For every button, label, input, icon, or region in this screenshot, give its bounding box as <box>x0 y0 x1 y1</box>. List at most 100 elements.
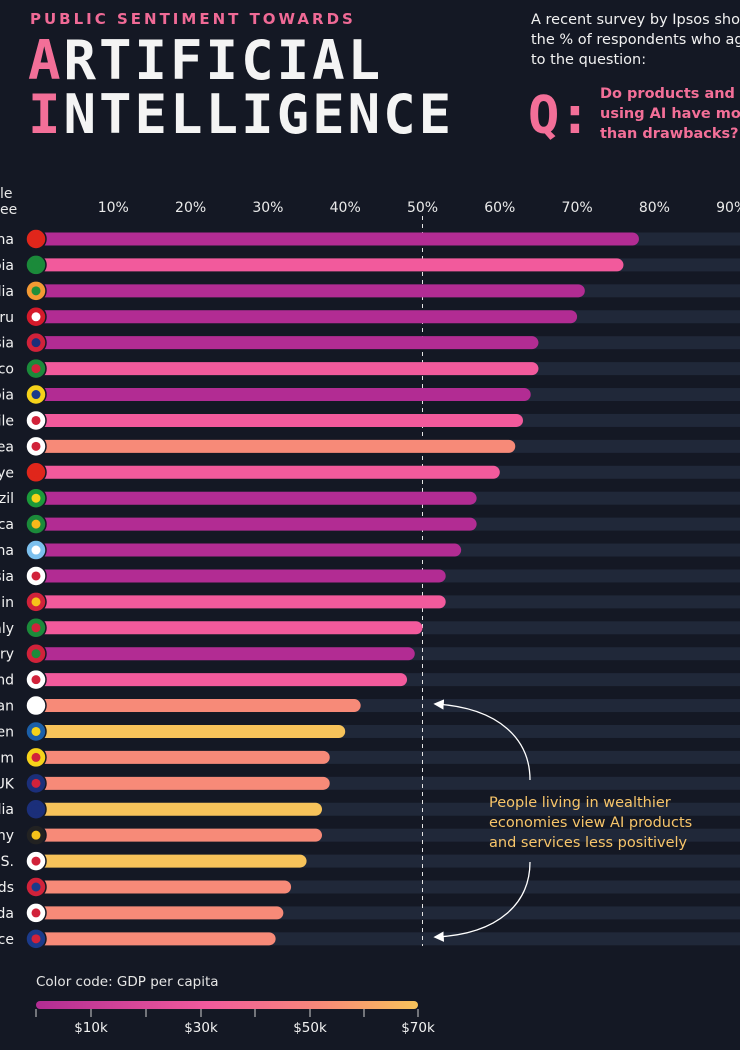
country-label: rea <box>0 439 14 455</box>
bar <box>36 673 408 687</box>
country-label: ico <box>0 362 14 378</box>
legend-label: $70k <box>401 1020 435 1036</box>
title-rest-2: NTELLIGENCE <box>63 83 455 146</box>
bar <box>36 595 446 609</box>
bar-track <box>36 413 740 427</box>
netherlands-flag-emblem <box>31 882 41 892</box>
saudi-arabia-flag-emblem <box>31 260 41 270</box>
question-line: than drawbacks? <box>600 126 739 142</box>
bar-track <box>36 388 740 402</box>
bar-track <box>36 595 740 609</box>
bar-track <box>36 258 740 272</box>
bar-track <box>36 854 740 868</box>
intro-line: A recent survey by Ipsos show <box>531 12 740 28</box>
russia-flag-emblem <box>31 571 41 581</box>
india-flag-emblem <box>31 286 41 296</box>
usa-flag-icon <box>25 850 47 872</box>
bar <box>36 465 500 479</box>
x-tick-label: 40% <box>330 200 361 216</box>
bar <box>36 750 330 764</box>
bar-track <box>36 232 740 246</box>
hungary-flag-emblem <box>31 649 41 659</box>
legend-title: Color code: GDP per capita <box>36 974 219 990</box>
bar <box>36 880 292 894</box>
annotation-note: People living in wealthier economies vie… <box>489 793 692 853</box>
bar <box>36 621 423 635</box>
saudi-arabia-flag-icon <box>25 254 47 276</box>
x-tick-label: 80% <box>639 200 670 216</box>
country-label: lia <box>0 802 14 818</box>
belgium-flag-emblem <box>31 752 41 762</box>
country-label: UK <box>0 776 15 792</box>
question-mark-label: Q: <box>528 86 591 146</box>
intro-line: the % of respondents who ag <box>531 32 740 48</box>
bar <box>36 310 578 324</box>
bar-track <box>36 906 740 920</box>
colombia-flag-icon <box>25 383 47 406</box>
bar-track <box>36 284 740 298</box>
argentina-flag-emblem <box>31 545 41 555</box>
japan-flag-icon <box>25 694 47 717</box>
x-tick-label: 20% <box>175 200 206 216</box>
france-flag-icon <box>25 928 47 950</box>
country-label: da <box>0 906 14 922</box>
country-label: S. <box>1 854 14 870</box>
annotation-line: economies view AI products <box>489 815 693 831</box>
legend-label: $10k <box>74 1020 108 1036</box>
bar-track <box>36 336 740 350</box>
title-line-2: INTELLIGENCE <box>28 88 454 142</box>
bar <box>36 362 539 376</box>
bar <box>36 491 477 505</box>
country-label: an <box>0 699 14 715</box>
country-label: sia <box>0 336 14 352</box>
poland-flag-icon <box>25 668 47 691</box>
question-line: Do products and se <box>600 86 740 102</box>
title-rest-1: RTIFICIAL <box>63 29 384 92</box>
country-label: ina <box>0 543 14 559</box>
x-tick-label: 70% <box>562 200 593 216</box>
axis-header-line: ee <box>0 202 18 218</box>
bar <box>36 439 516 453</box>
india-flag-icon <box>25 280 47 302</box>
mexico-flag-emblem <box>31 364 41 374</box>
annotation-line: People living in wealthier <box>489 795 671 811</box>
legend-gradient-bar <box>36 1001 418 1009</box>
country-label: en <box>0 724 14 740</box>
turkiye-flag-emblem <box>31 467 41 477</box>
country-label: na <box>0 232 14 248</box>
title-initial-a: A <box>28 29 64 92</box>
spain-flag-emblem <box>31 597 41 607</box>
country-label: nce <box>0 932 14 948</box>
bar <box>36 854 307 868</box>
x-tick-label: 30% <box>252 200 283 216</box>
bar <box>36 724 346 738</box>
country-label: and <box>0 673 14 689</box>
bar <box>36 543 462 557</box>
hungary-flag-icon <box>25 642 47 665</box>
country-label: aly <box>0 621 14 637</box>
x-tick-label: 90% <box>716 200 740 216</box>
bar-track <box>36 699 740 713</box>
brazil-flag-icon <box>25 487 47 509</box>
peru-flag-icon <box>25 306 47 328</box>
canada-flag-icon <box>25 902 47 924</box>
country-label: ile <box>0 413 14 429</box>
south-africa-flag-icon <box>25 513 47 535</box>
uk-flag-icon <box>25 772 47 795</box>
colombia-flag-emblem <box>31 390 41 400</box>
bar-track <box>36 491 740 505</box>
country-label: any <box>0 828 14 844</box>
bar-track <box>36 310 740 324</box>
country-label: bia <box>0 388 14 404</box>
bar <box>36 336 539 350</box>
title-initial-i: I <box>28 83 64 146</box>
uk-flag-emblem <box>31 778 41 788</box>
bar-track <box>36 569 740 583</box>
germany-flag-icon <box>25 824 47 846</box>
belgium-flag-icon <box>25 746 47 769</box>
survey-question: Do products and se using AI have more th… <box>600 84 740 144</box>
peru-flag-emblem <box>31 312 41 322</box>
germany-flag-emblem <box>31 830 41 840</box>
canada-flag-emblem <box>31 908 41 918</box>
axis-header-line: le <box>0 186 13 202</box>
